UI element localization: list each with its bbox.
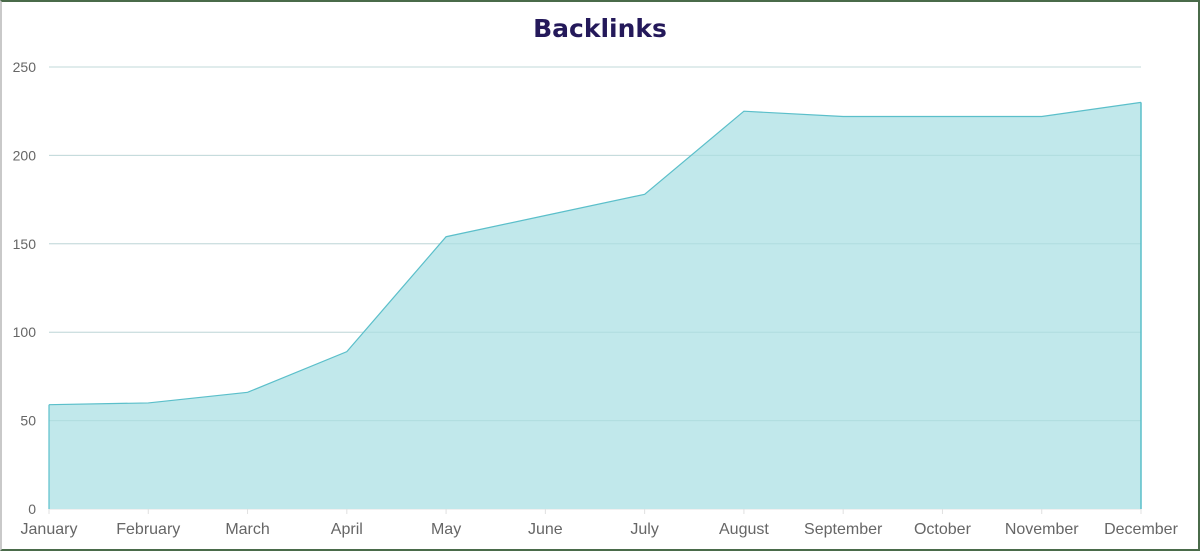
y-tick-label: 250 (13, 59, 37, 75)
y-tick-label: 200 (13, 147, 37, 163)
x-tick-label: October (914, 521, 972, 538)
area-line (48, 101, 1142, 406)
y-tick-label: 100 (13, 324, 37, 340)
y-tick-label: 50 (20, 413, 36, 429)
y-tick-label: 0 (28, 501, 36, 517)
x-tick-label: July (630, 521, 658, 538)
area-fill (49, 102, 1141, 510)
chart-title: Backlinks (533, 14, 667, 43)
x-tick-label: May (431, 521, 461, 538)
x-tick-label: February (116, 521, 180, 538)
area-series (48, 66, 1142, 510)
x-tick-label: November (1005, 521, 1079, 538)
x-tick-label: March (225, 521, 269, 538)
x-tick-label: April (331, 521, 363, 538)
x-tick-label: June (528, 521, 563, 538)
x-tick-label: September (804, 521, 883, 538)
x-tick-label: December (1104, 521, 1178, 538)
x-axis: January February March April May June July Augu… (21, 509, 1179, 538)
y-tick-label: 150 (13, 236, 37, 252)
x-tick-label: January (21, 521, 78, 538)
x-tick-label: August (719, 521, 769, 538)
y-axis: 0 50 100 150 200 250 (13, 59, 37, 517)
